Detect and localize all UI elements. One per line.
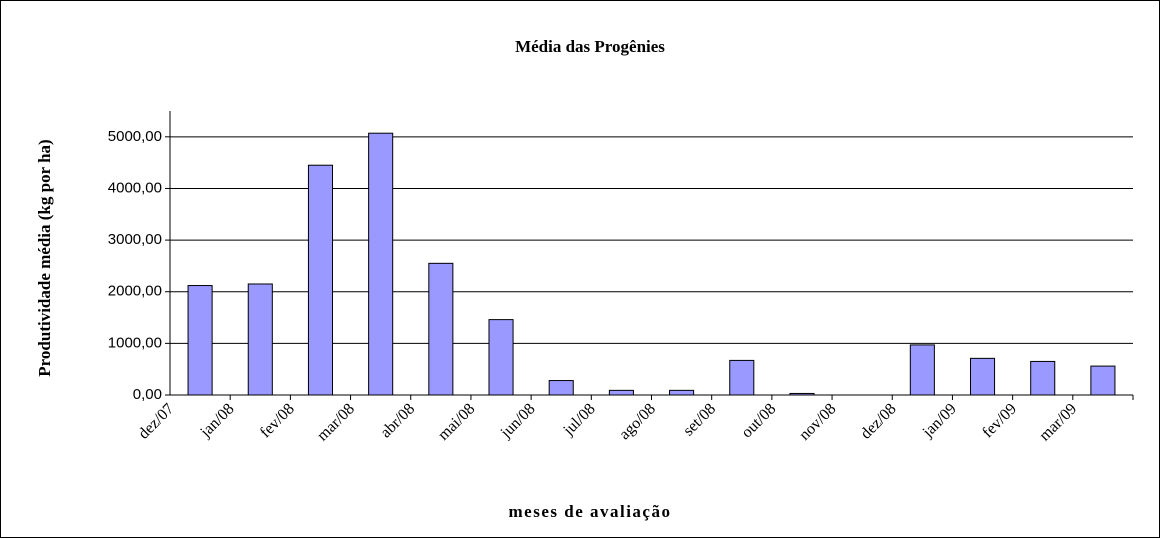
bar [488, 319, 514, 396]
bar [1030, 360, 1056, 396]
y-tick-label: 4000,00 [108, 179, 162, 196]
y-tick-label: 2000,00 [108, 283, 162, 300]
bar [368, 132, 394, 396]
y-tick-label: 1000,00 [108, 334, 162, 351]
bar [729, 359, 755, 396]
bar [969, 357, 996, 396]
bar [1090, 365, 1116, 396]
bar [307, 164, 334, 396]
chart-title: Média das Progênies [515, 37, 665, 56]
y-axis-label: Produtividade média (kg por ha) [35, 139, 54, 376]
y-tick-label: 5000,00 [108, 128, 162, 145]
y-tick-label: 0,00 [133, 386, 162, 403]
bar [247, 283, 273, 396]
y-tick-label: 3000,00 [108, 231, 162, 248]
bar [669, 389, 695, 396]
bar [608, 389, 634, 396]
x-axis-label: meses de avaliação [509, 502, 672, 521]
bar [187, 285, 213, 396]
bar [428, 262, 454, 396]
bar [909, 344, 935, 396]
bar [548, 380, 574, 396]
